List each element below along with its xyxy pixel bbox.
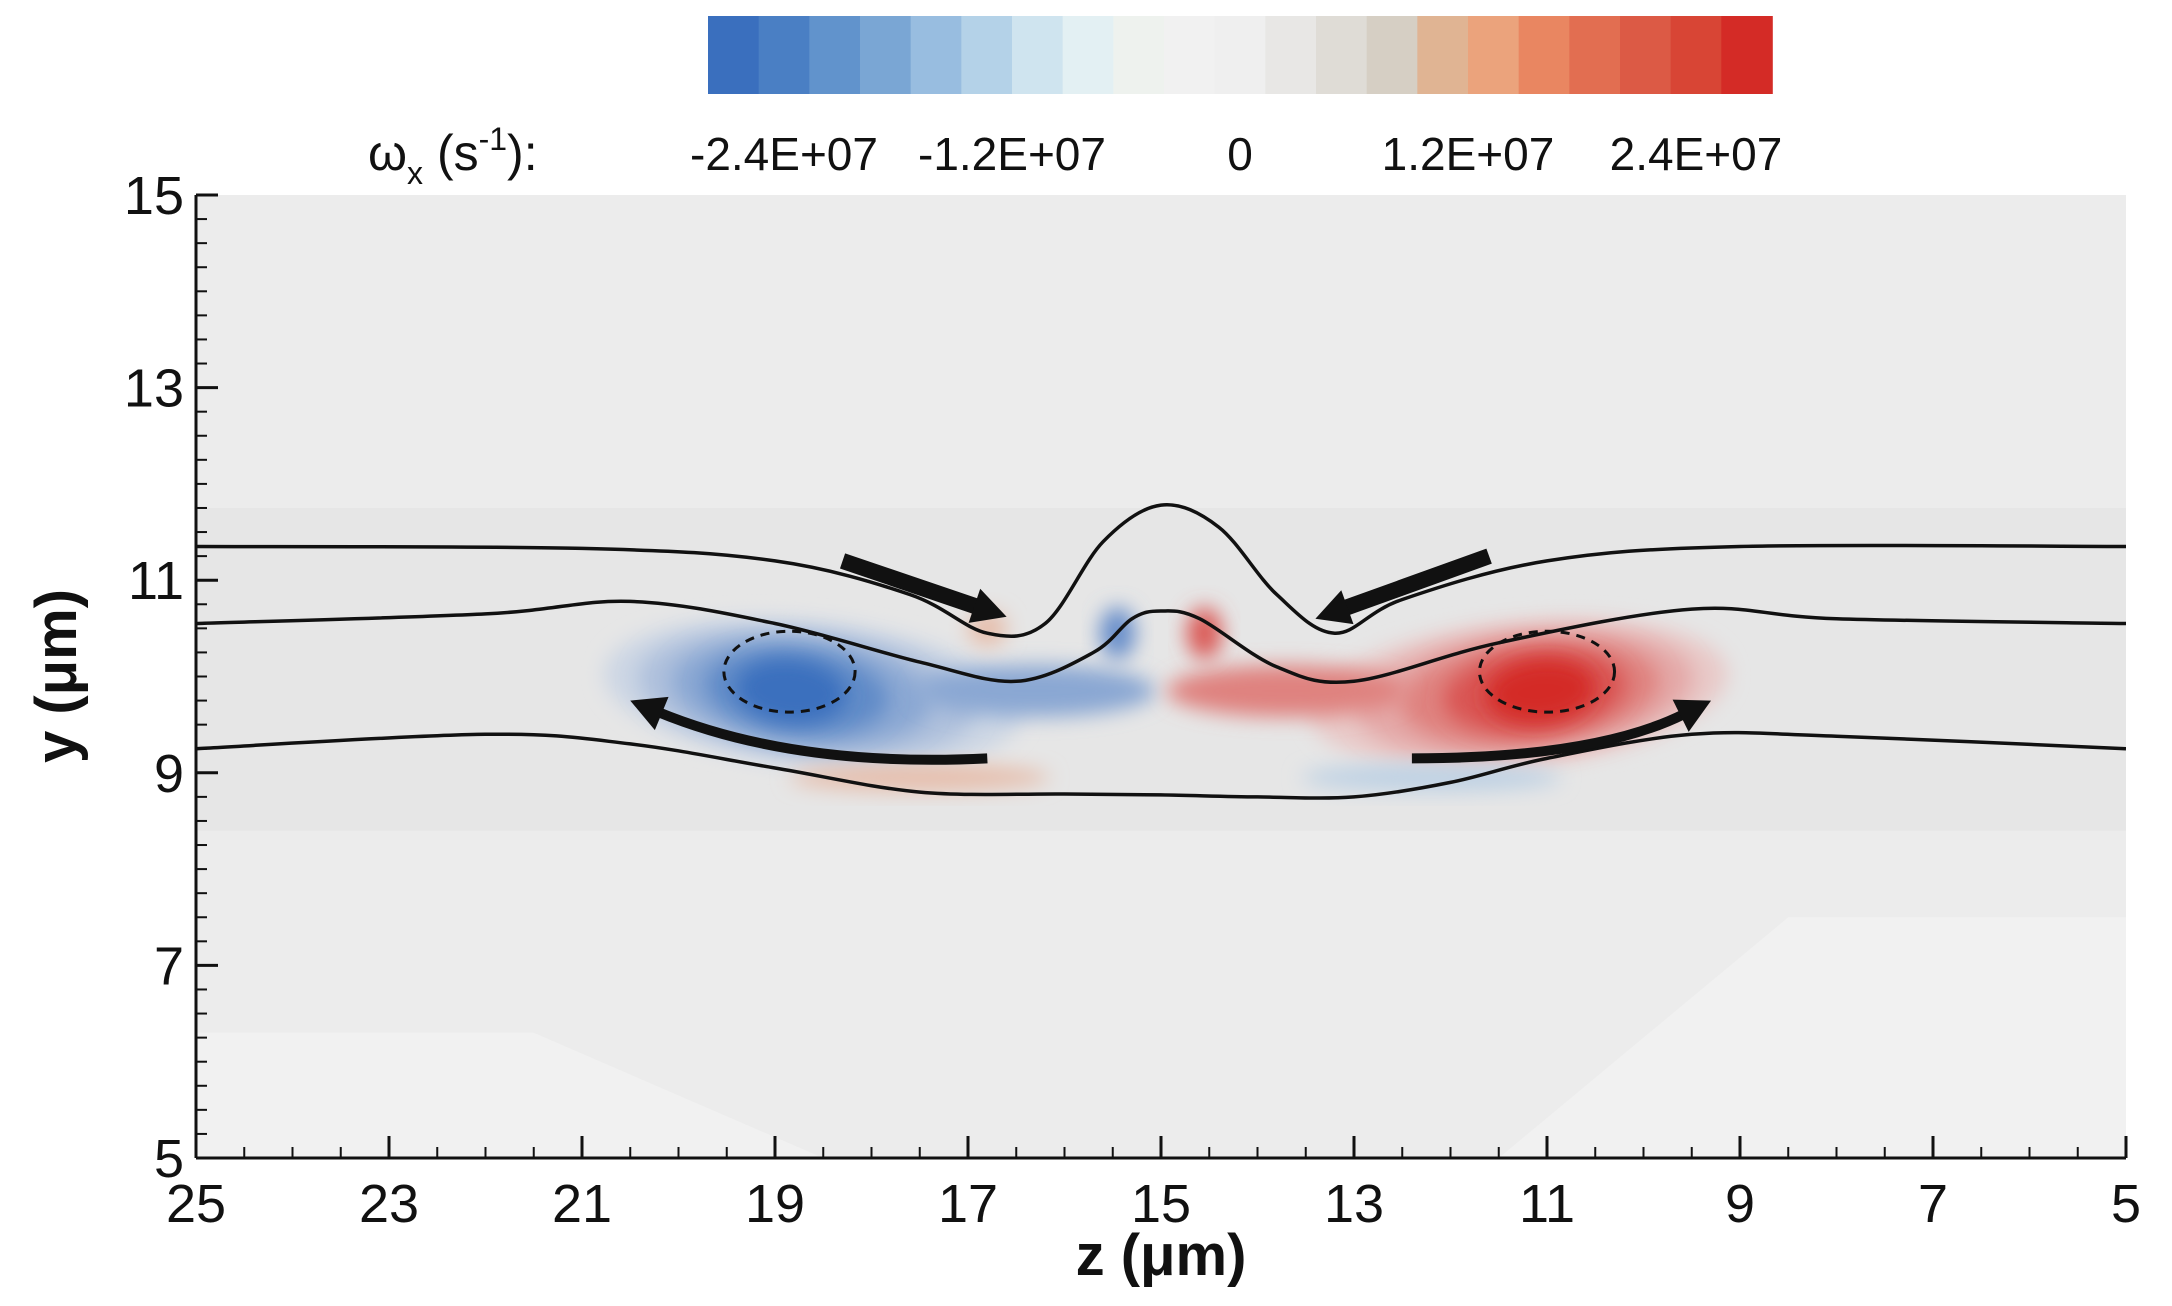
vortex-core-outline: [722, 629, 857, 714]
x-axis-ticks: 25 23 21 19 17 15 13 11 9 7 5: [166, 1136, 2141, 1234]
x-tick-label: 19: [745, 1174, 805, 1234]
colorbar-label-unit: (s: [423, 125, 479, 181]
y-tick-label: 7: [154, 936, 184, 996]
y-tick-label: 11: [128, 551, 184, 611]
colorbar-level: [1620, 16, 1672, 94]
field-band: [196, 507, 2126, 831]
flow-arrow-upper-left-head: [968, 588, 1007, 623]
colorbar-label-symbol: ω: [368, 125, 407, 181]
colorbar-tick-label: 2.4E+07: [1610, 128, 1783, 180]
positive-lobe: [1186, 607, 1223, 660]
y-axis-label: y (μm): [24, 589, 89, 763]
x-tick-label: 7: [1918, 1174, 1948, 1234]
y-tick-label: 9: [154, 744, 184, 804]
colorbar-label: ωx (s-1):: [368, 121, 538, 191]
colorbar-label-superscript: -1: [479, 121, 507, 157]
colorbar-tick-label: -1.2E+07: [918, 128, 1106, 180]
x-tick-label: 23: [359, 1174, 419, 1234]
flow-arrow-upper-right: [1340, 548, 1492, 617]
colorbar-tick-label: 1.2E+07: [1382, 128, 1555, 180]
colorbar-level: [1265, 16, 1317, 94]
colorbar-level: [961, 16, 1013, 94]
colorbar-level: [910, 16, 963, 94]
x-tick-label: 21: [552, 1174, 612, 1234]
contour-lines: [196, 502, 2126, 800]
y-tick-label: 13: [124, 359, 184, 419]
colorbar-level: [1164, 16, 1216, 94]
contour-line-middle-interface: [196, 599, 2126, 685]
colorbar-level: [708, 16, 760, 94]
negative-vortex-tail: [915, 664, 1156, 717]
colorbar-level: [758, 16, 811, 94]
colorbar-level: [1721, 16, 1773, 94]
flow-arrow-upper-left: [839, 553, 981, 615]
x-tick-label: 15: [1131, 1174, 1191, 1234]
colorbar-ticks: -2.4E+07 -1.2E+07 0 1.2E+07 2.4E+07: [690, 128, 1782, 180]
positive-trace: [789, 763, 1050, 792]
colorbar-level: [1366, 16, 1419, 94]
flow-arrow-lower-right-head: [1672, 699, 1712, 732]
colorbar-level: [809, 16, 861, 94]
colorbar-level: [1468, 16, 1520, 94]
colorbar-tick-label: -2.4E+07: [690, 128, 878, 180]
flow-arrow-lower-right: [1411, 709, 1687, 764]
field-low-region: [196, 1032, 824, 1158]
colorbar-label-close: ):: [507, 125, 538, 181]
y-axis-ticks: 5 7 9 11 13 15: [124, 166, 218, 1189]
colorbar: [708, 16, 1773, 94]
x-tick-label: 13: [1324, 1174, 1384, 1234]
contour-line-upper-interface: [196, 502, 2126, 639]
colorbar-level: [1012, 16, 1064, 94]
plot-area: [196, 195, 2126, 1158]
colorbar-level: [1518, 16, 1571, 94]
x-tick-label: 11: [1519, 1174, 1575, 1234]
vortex-cores: [722, 629, 1617, 714]
y-tick-label: 15: [124, 166, 184, 226]
colorbar-level: [860, 16, 912, 94]
y-tick-label: 5: [154, 1129, 184, 1189]
vorticity-field: [196, 507, 2126, 1158]
flow-arrows: [630, 548, 1712, 765]
flow-arrow-lower-left-head: [630, 696, 669, 731]
colorbar-level: [1569, 16, 1621, 94]
colorbar-level: [1316, 16, 1368, 94]
flow-arrow-upper-right-head: [1315, 590, 1354, 625]
x-axis-label: z (μm): [1076, 1223, 1247, 1288]
x-tick-label: 17: [938, 1174, 998, 1234]
colorbar-level: [1113, 16, 1165, 94]
x-tick-label: 25: [166, 1174, 226, 1234]
svg-text:ωx (s-1):: ωx (s-1):: [368, 121, 538, 191]
x-tick-label: 9: [1725, 1174, 1755, 1234]
contour-line-lower-interface: [196, 730, 2126, 800]
colorbar-tick-label: 0: [1227, 128, 1253, 180]
colorbar-level: [1670, 16, 1723, 94]
colorbar-level: [1062, 16, 1115, 94]
colorbar-level: [1417, 16, 1469, 94]
field-low-region: [1498, 917, 2126, 1158]
positive-vortex-tail: [1166, 664, 1407, 717]
colorbar-label-subscript: x: [407, 155, 423, 191]
vortex-core-outline: [1477, 629, 1617, 714]
x-tick-label: 5: [2111, 1174, 2141, 1234]
colorbar-level: [1214, 16, 1267, 94]
flow-arrow-lower-left: [656, 707, 988, 765]
